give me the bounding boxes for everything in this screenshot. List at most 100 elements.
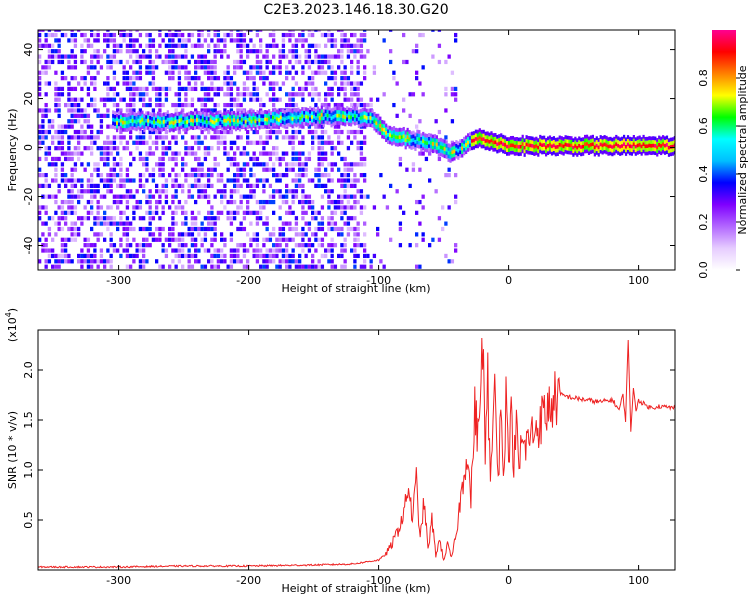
heatmap-cell xyxy=(359,264,364,269)
heatmap-cell xyxy=(268,81,273,86)
heatmap-cell xyxy=(541,146,544,151)
heatmap-cell xyxy=(194,135,198,140)
heatmap-cell xyxy=(148,43,152,48)
heatmap-cell xyxy=(137,111,140,115)
heatmap-cell xyxy=(533,152,536,156)
heatmap-cell xyxy=(254,123,257,127)
heatmap-cell xyxy=(367,123,370,128)
heatmap-cell xyxy=(213,226,217,232)
heatmap-cell xyxy=(197,194,201,199)
heatmap-cell xyxy=(138,199,143,205)
heatmap-cell xyxy=(363,114,366,119)
heatmap-cell xyxy=(294,81,299,86)
heatmap-cell xyxy=(199,119,203,123)
heatmap-cell xyxy=(135,146,139,151)
heatmap-cell xyxy=(156,111,160,116)
heatmap-cell xyxy=(623,134,626,139)
heatmap-cell xyxy=(281,109,284,114)
heatmap-cell xyxy=(77,102,81,108)
heatmap-cell xyxy=(396,139,399,143)
heatmap-cell xyxy=(265,264,269,269)
heatmap-cell xyxy=(404,141,407,146)
heatmap-cell xyxy=(295,112,298,117)
heatmap-cell xyxy=(303,114,306,119)
heatmap-cell xyxy=(327,135,331,140)
heatmap-cell xyxy=(200,221,204,226)
heatmap-cell xyxy=(119,129,123,135)
heatmap-cell xyxy=(233,151,237,156)
heatmap-cell xyxy=(106,162,110,167)
heatmap-cell xyxy=(355,113,359,118)
heatmap-cell xyxy=(234,120,238,124)
heatmap-cell xyxy=(340,264,344,269)
heatmap-cell xyxy=(180,121,183,126)
heatmap-cell xyxy=(112,114,115,118)
heatmap-cell xyxy=(67,119,71,124)
heatmap-cell xyxy=(70,102,74,108)
heatmap-cell xyxy=(122,194,126,199)
heatmap-cell xyxy=(64,253,68,259)
heatmap-cell xyxy=(272,199,276,205)
heatmap-cell xyxy=(109,146,113,151)
heatmap-cell xyxy=(311,264,315,269)
heatmap-cell xyxy=(135,116,138,121)
heatmap-cell xyxy=(327,216,331,221)
heatmap-cell xyxy=(171,226,175,232)
heatmap-cell xyxy=(103,113,107,118)
heatmap-cell xyxy=(552,143,555,148)
heatmap-cell xyxy=(316,113,320,118)
heatmap-cell xyxy=(138,65,143,70)
heatmap-cell xyxy=(73,226,78,232)
heatmap-cell xyxy=(305,122,308,126)
heatmap-cell xyxy=(158,112,162,117)
heatmap-cell xyxy=(311,81,315,86)
heatmap-cell xyxy=(330,43,334,48)
heatmap-cell xyxy=(129,76,133,81)
heatmap-cell xyxy=(86,259,91,264)
heatmap-cell xyxy=(455,151,458,155)
heatmap-cell xyxy=(406,135,409,140)
heatmap-cell xyxy=(603,149,606,154)
heatmap-cell xyxy=(340,114,343,118)
heatmap-cell xyxy=(293,118,296,123)
heatmap-cell xyxy=(57,140,61,145)
heatmap-cell xyxy=(314,86,318,92)
heatmap-cell xyxy=(220,237,224,242)
heatmap-cell xyxy=(451,153,454,158)
heatmap-cell xyxy=(129,119,132,123)
heatmap-cell xyxy=(86,178,91,183)
heatmap-cell xyxy=(353,194,357,199)
heatmap-cell xyxy=(346,194,351,199)
heatmap-cell xyxy=(96,199,100,205)
heatmap-cell xyxy=(57,59,61,65)
heatmap-cell xyxy=(246,121,249,126)
heatmap-cell xyxy=(591,142,594,146)
heatmap-cell xyxy=(278,49,282,54)
heatmap-cell xyxy=(135,253,139,259)
heatmap-cell xyxy=(151,127,154,132)
heatmap-cell xyxy=(283,110,286,114)
heatmap-cell xyxy=(80,189,84,194)
heatmap-cell xyxy=(197,118,201,123)
heatmap-cell xyxy=(623,138,626,143)
spectrogram-x-label: Height of straight line (km) xyxy=(281,282,430,295)
heatmap-cell xyxy=(141,117,144,122)
heatmap-cell xyxy=(463,144,466,148)
heatmap-cell xyxy=(109,237,113,242)
heatmap-cell xyxy=(220,38,224,43)
heatmap-cell xyxy=(291,248,295,253)
heatmap-cell xyxy=(509,150,513,155)
heatmap-cell xyxy=(587,151,591,155)
heatmap-cell xyxy=(177,54,182,59)
heatmap-cell xyxy=(233,59,237,65)
heatmap-cell xyxy=(291,178,295,183)
heatmap-cell xyxy=(176,115,179,120)
heatmap-cell xyxy=(541,143,544,148)
heatmap-cell xyxy=(187,183,191,188)
heatmap-cell xyxy=(210,183,214,188)
heatmap-cell xyxy=(44,43,48,48)
heatmap-cell xyxy=(132,59,136,65)
heatmap-cell xyxy=(291,146,295,151)
heatmap-cell xyxy=(272,232,276,237)
heatmap-cell xyxy=(60,162,65,167)
